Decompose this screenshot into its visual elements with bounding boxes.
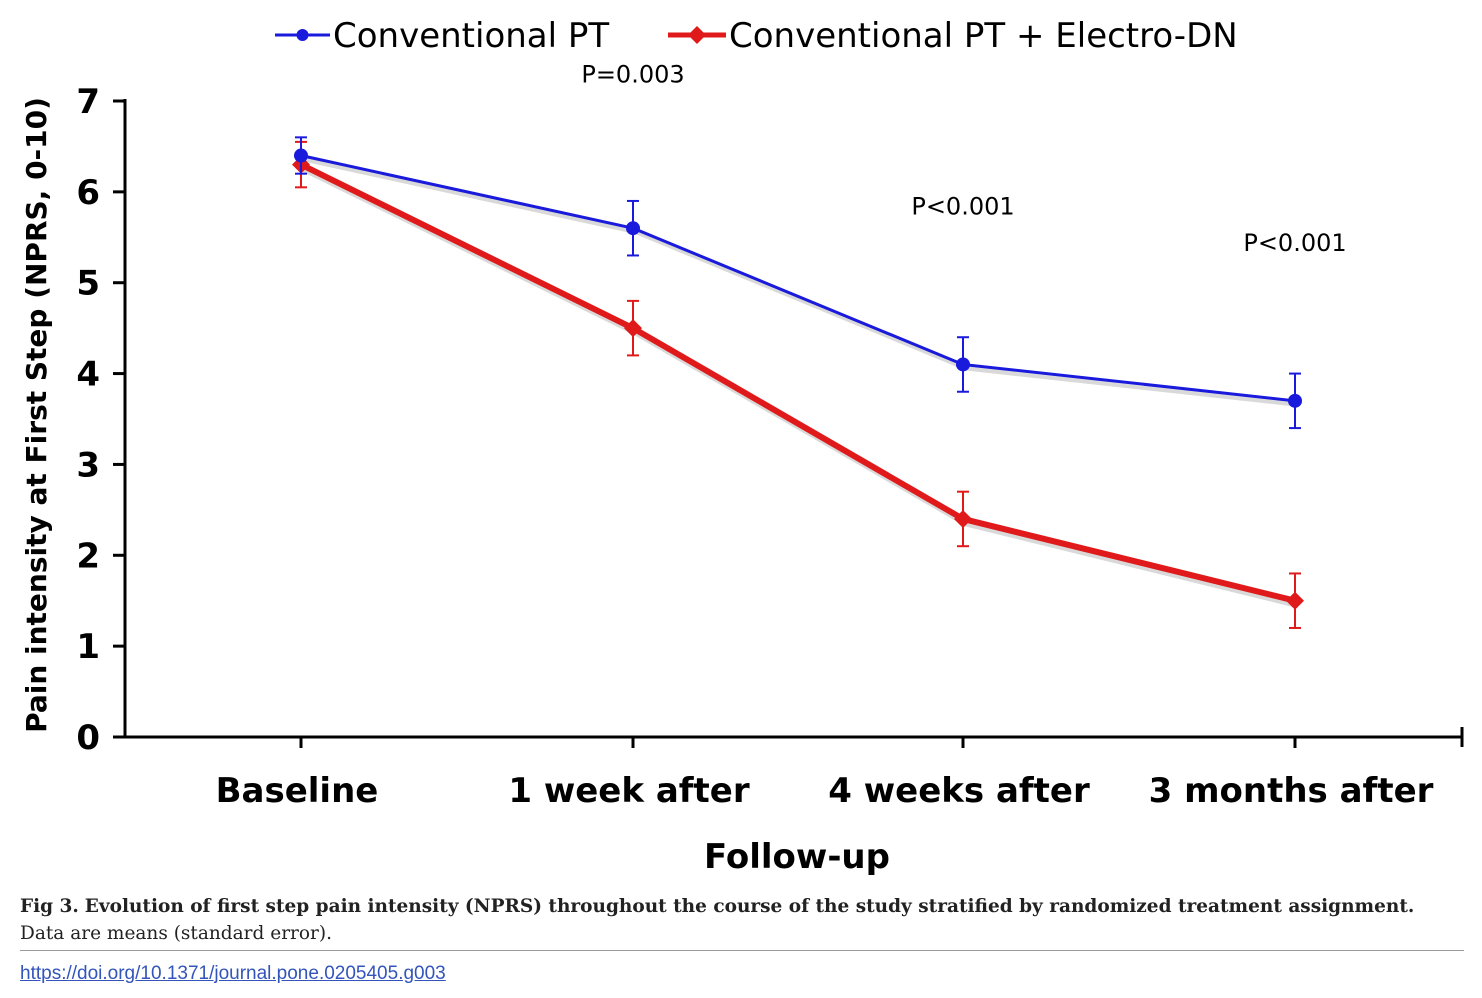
series-line — [299, 161, 1296, 604]
caption-title: Evolution of first step pain intensity (… — [84, 896, 1415, 917]
y-axis-ticks: 0 1 2 3 4 5 6 7 — [76, 82, 125, 758]
data-point — [956, 357, 970, 372]
data-point — [1286, 591, 1304, 610]
figure-caption: Fig 3. Evolution of first step pain inte… — [20, 893, 1460, 947]
chart-axes — [123, 99, 1464, 747]
p-value-annotation: P<0.001 — [911, 192, 1014, 220]
series-line — [300, 154, 1296, 403]
legend-item-conventional-pt-electro-dn: Conventional PT + Electro-DN — [668, 16, 1238, 56]
y-tick-label: 3 — [76, 445, 100, 485]
data-point — [954, 509, 972, 528]
y-tick-label: 4 — [76, 355, 100, 395]
caption-text: Data are means (standard error). — [20, 923, 332, 944]
y-tick-label: 2 — [76, 536, 100, 576]
p-value-annotation: P<0.001 — [1243, 229, 1346, 257]
data-point — [294, 148, 308, 163]
p-value-annotation: P=0.003 — [581, 61, 684, 89]
legend-marker — [296, 29, 309, 41]
data-point — [1288, 393, 1302, 408]
doi-link[interactable]: https://doi.org/10.1371/journal.pone.020… — [20, 963, 446, 984]
series-conventional-pt — [294, 136, 1302, 430]
legend-label: Conventional PT + Electro-DN — [729, 16, 1238, 56]
line-chart: Conventional PT Conventional PT + Electro… — [20, 16, 1464, 877]
y-tick-label: 5 — [76, 264, 100, 304]
x-axis-label: Follow-up — [704, 837, 890, 877]
x-axis-ticks: Baseline 1 week after 4 weeks after 3 month… — [216, 737, 1434, 811]
plot-area — [292, 136, 1304, 629]
legend-label: Conventional PT — [333, 16, 609, 56]
y-tick-label: 0 — [76, 718, 100, 758]
y-axis-label: Pain intensity at First Step (NPRS, 0-10… — [20, 97, 53, 733]
legend: Conventional PT Conventional PT + Electro… — [275, 16, 1238, 56]
x-tick-label: 3 months after — [1149, 771, 1434, 811]
y-tick-label: 6 — [76, 173, 100, 213]
x-tick-label: Baseline — [216, 771, 379, 811]
data-point — [624, 319, 642, 338]
x-tick-label: 4 weeks after — [828, 771, 1090, 811]
legend-marker — [688, 26, 706, 44]
annotations: P=0.003 P<0.001 P<0.001 — [581, 61, 1346, 257]
series-line-shadow — [303, 157, 1299, 407]
caption-label: Fig 3. — [20, 896, 79, 917]
y-tick-label: 1 — [76, 627, 100, 667]
series-conventional-pt-electro-dn — [292, 140, 1304, 629]
x-tick-label: 1 week after — [508, 771, 750, 811]
divider — [20, 950, 1464, 951]
data-point — [626, 221, 640, 236]
legend-item-conventional-pt: Conventional PT — [275, 16, 609, 56]
y-tick-label: 7 — [76, 82, 100, 122]
